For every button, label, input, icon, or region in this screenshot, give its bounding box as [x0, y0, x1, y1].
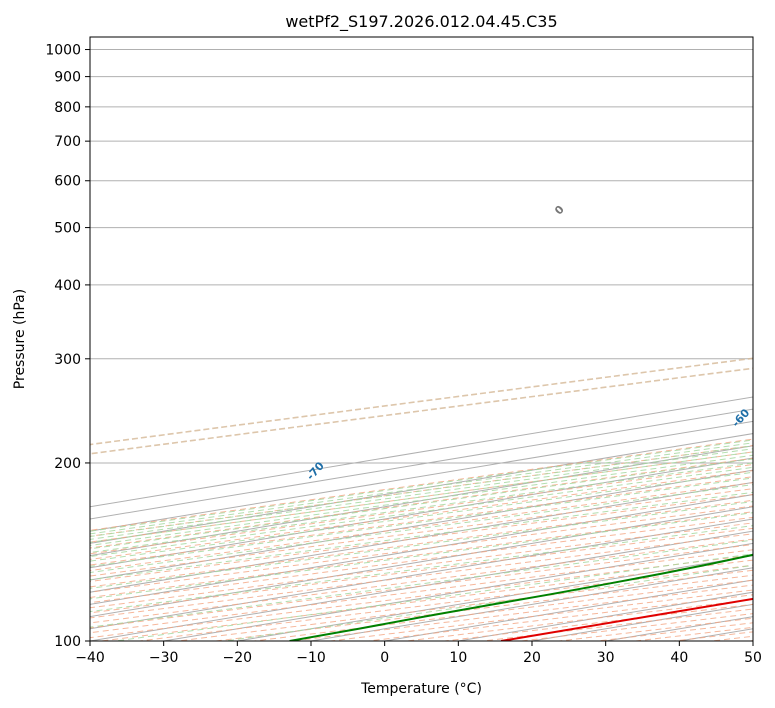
isotherm-gridline — [90, 506, 753, 618]
y-tick-label: 800 — [54, 100, 81, 116]
y-tick-label: 1000 — [45, 43, 81, 59]
isotherm-gridline — [163, 542, 753, 641]
y-tick-label: 300 — [54, 352, 81, 368]
isotherm-gridline — [90, 445, 753, 557]
y-tick-label: 100 — [54, 634, 81, 650]
dry-adiabat-line — [673, 631, 753, 641]
x-tick-label: 40 — [670, 650, 688, 666]
y-axis-label: Pressure (hPa) — [12, 289, 28, 389]
plot-area — [90, 49, 753, 641]
y-tick-label: 600 — [54, 174, 81, 190]
x-axis-ticks: −40 −30 −20 −10 0 10 20 30 40 50 — [75, 641, 762, 666]
dry-adiabat-line — [292, 584, 753, 641]
plot-frame — [89, 36, 754, 642]
y-tick-label: 400 — [54, 278, 81, 294]
dry-adiabat-line — [483, 608, 753, 641]
isotherm-gridline — [90, 494, 753, 605]
moist-adiabat-label: 0 — [552, 203, 567, 218]
y-tick-label: 700 — [54, 134, 81, 150]
chart-title: wetPf2_S197.2026.012.04.45.C35 — [285, 12, 557, 32]
y-tick-label: 500 — [54, 221, 81, 237]
dry-adiabat-line — [711, 635, 753, 641]
isotherm-gridline — [752, 640, 753, 641]
isotherm-gridline — [237, 555, 753, 641]
x-tick-label: −10 — [296, 650, 326, 666]
dry-adiabat-line — [521, 613, 753, 641]
x-tick-label: −40 — [75, 650, 105, 666]
dry-adiabat-line — [139, 564, 753, 641]
isotherm-gridline — [90, 457, 753, 569]
y-axis-ticks: 100 200 300 400 500 600 700 800 900 1000 — [45, 43, 90, 650]
x-tick-label: −30 — [149, 650, 179, 666]
y-tick-label: 200 — [54, 456, 81, 472]
x-tick-label: −20 — [223, 650, 253, 666]
dry-adiabat-line — [254, 579, 753, 641]
isotherm-gridline — [90, 518, 753, 630]
isotherm-gridline — [679, 628, 753, 641]
isotherm-gridline — [90, 433, 753, 544]
dry-adiabat-line — [368, 594, 753, 641]
dry-adiabat-line — [406, 599, 753, 641]
x-tick-label: 30 — [597, 650, 615, 666]
x-tick-label: 20 — [523, 650, 541, 666]
x-tick-label: 0 — [380, 650, 389, 666]
x-tick-label: 50 — [744, 650, 762, 666]
dry-adiabat-line — [750, 640, 753, 641]
dry-adiabat-line — [559, 617, 753, 641]
y-tick-label: 900 — [54, 70, 81, 86]
x-axis-label: Temperature (°C) — [360, 681, 482, 697]
isotherm-gridline — [458, 591, 753, 641]
dry-adiabat-line — [90, 464, 753, 555]
x-tick-label: 10 — [449, 650, 467, 666]
isotherm-gridline — [531, 603, 753, 641]
